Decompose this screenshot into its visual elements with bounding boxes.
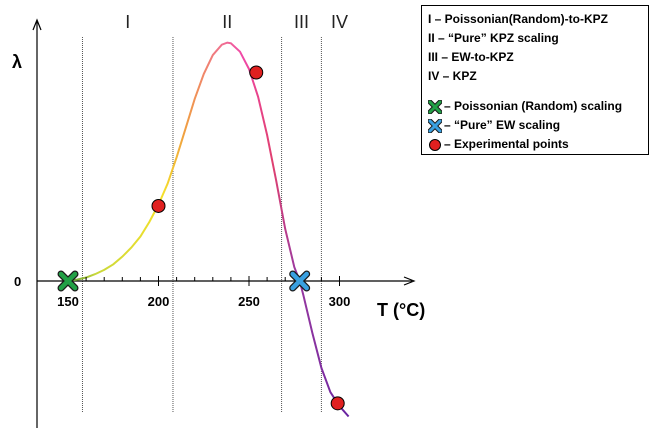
region-labels: I II III IV [125, 12, 348, 32]
lambda-curve [67, 41, 350, 418]
legend-poissonian-label: – Poissonian (Random) scaling [444, 99, 623, 113]
legend-region-4: IV – KPZ [428, 69, 477, 83]
region-label: I [125, 12, 130, 32]
green-x-icon [428, 99, 442, 114]
scaling-marker [289, 270, 311, 292]
legend-poissonian: – Poissonian (Random) scaling [428, 99, 622, 114]
x-tick-label: 150 [57, 294, 79, 309]
scaling-marker [57, 270, 79, 292]
legend-region-3: III – EW-to-KPZ [428, 50, 514, 64]
experimental-point [330, 396, 345, 411]
x-axis-arrow [403, 276, 416, 286]
x-tick-label: 250 [238, 294, 260, 309]
axes: 0 [14, 18, 416, 428]
red-dot-icon [429, 138, 441, 151]
scaling-markers [57, 270, 311, 292]
y-axis-arrow [32, 18, 42, 31]
experimental-point [151, 198, 166, 213]
y-tick-label: 0 [14, 274, 21, 289]
region-label: II [222, 12, 232, 32]
legend-experimental-label: – Experimental points [444, 137, 569, 151]
legend-ew: – “Pure” EW scaling [428, 118, 560, 133]
experimental-point [249, 65, 264, 80]
blue-x-icon [428, 118, 442, 133]
legend-experimental: – Experimental points [428, 137, 569, 152]
x-tick-label: 300 [329, 294, 351, 309]
legend-region-1: I – Poissonian(Random)-to-KPZ [428, 12, 608, 26]
legend: I – Poissonian(Random)-to-KPZ II – “Pure… [421, 5, 649, 155]
region-label: IV [331, 12, 348, 32]
x-tick-label: 200 [148, 294, 170, 309]
experimental-points [151, 65, 345, 411]
x-ticks: 150 200 250 300 [57, 276, 350, 309]
y-axis-label: λ [12, 52, 22, 72]
x-axis-label: T (°C) [377, 300, 425, 320]
region-label: III [294, 12, 309, 32]
legend-region-2: II – “Pure” KPZ scaling [428, 31, 559, 45]
legend-ew-label: – “Pure” EW scaling [444, 118, 561, 132]
region-boundaries [81, 37, 322, 412]
